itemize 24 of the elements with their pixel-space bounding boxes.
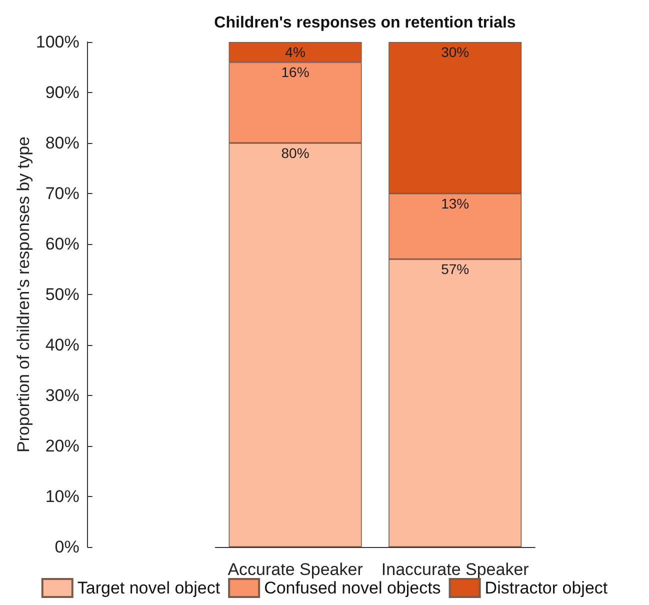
y-tick-label: 10% [45, 487, 80, 506]
y-tick-label: 100% [36, 32, 80, 52]
data-label: 16% [281, 64, 310, 80]
data-label: 30% [441, 44, 470, 60]
y-tick-label: 90% [45, 83, 80, 102]
legend-label: Distractor object [484, 578, 608, 598]
y-tick-label: 60% [45, 234, 80, 254]
y-tick-label: 70% [45, 184, 80, 203]
data-label: 13% [441, 196, 470, 212]
legend-label: Target novel object [77, 578, 220, 598]
y-tick-label: 30% [45, 386, 80, 405]
y-tick-label: 0% [54, 538, 80, 556]
y-tick-label: 50% [45, 285, 80, 304]
y-axis-title: Proportion of children's responses by type [14, 136, 33, 453]
y-tick-label: 80% [45, 134, 80, 152]
x-tick-label: Accurate Speaker [228, 560, 364, 579]
data-label: 57% [441, 261, 470, 278]
chart-title: Children's responses on retention trials [214, 14, 516, 32]
data-label: 80% [281, 145, 310, 161]
x-tick-label: Inaccurate Speaker [381, 560, 530, 579]
y-tick-label: 40% [45, 336, 80, 354]
legend-label: Confused novel objects [264, 578, 441, 598]
y-tick-label: 20% [45, 436, 80, 456]
data-label: 4% [285, 44, 306, 60]
